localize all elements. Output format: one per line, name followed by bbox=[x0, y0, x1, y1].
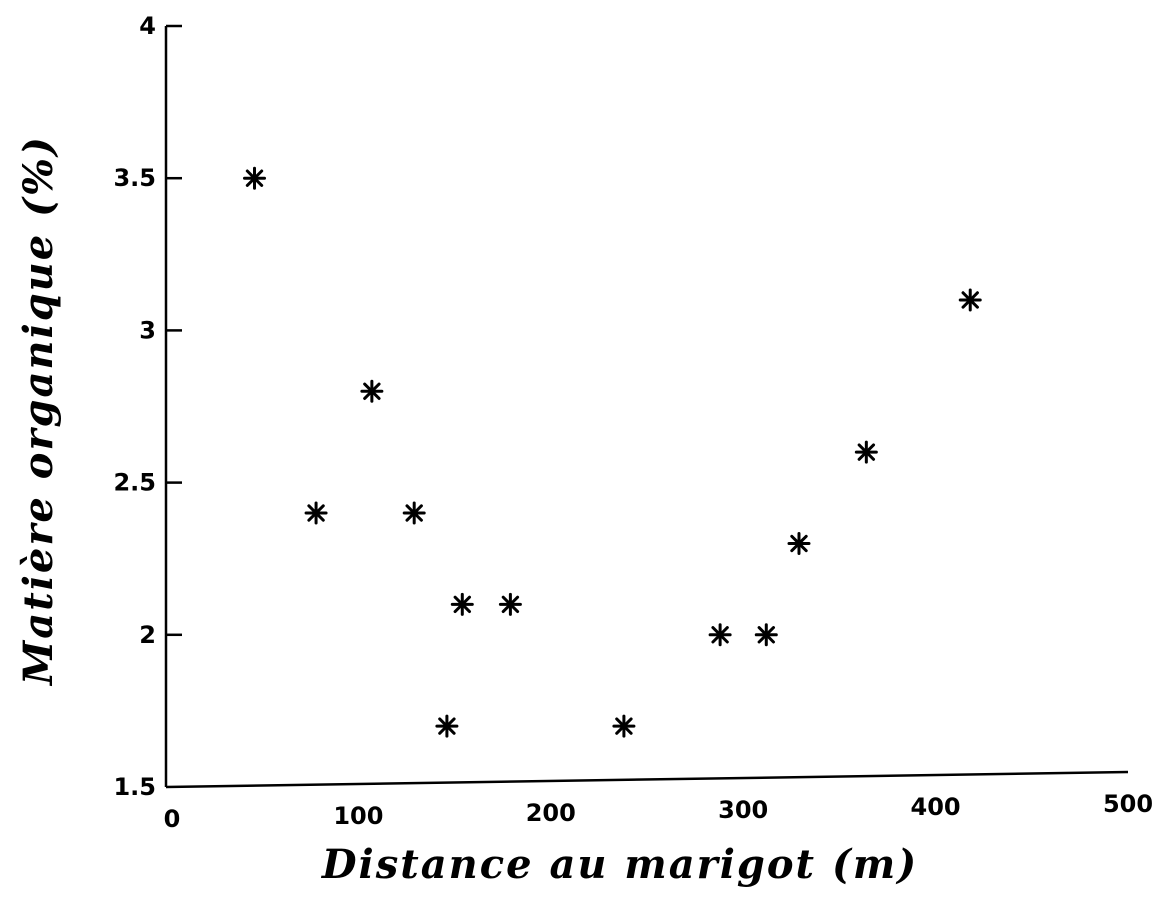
data-point bbox=[958, 288, 982, 312]
y-tick-label: 2.5 bbox=[113, 469, 156, 497]
data-point bbox=[304, 501, 328, 525]
x-ticks: 0 100 200 300 400 500 bbox=[164, 790, 1153, 833]
x-tick-label: 300 bbox=[718, 796, 768, 824]
y-tick-label: 4 bbox=[139, 12, 156, 40]
data-point bbox=[754, 623, 778, 647]
x-tick-label: 500 bbox=[1103, 790, 1153, 818]
x-axis-title: Distance au marigot (m) bbox=[321, 841, 918, 888]
x-tick-label: 400 bbox=[911, 793, 961, 821]
data-point bbox=[450, 592, 474, 616]
y-ticks: 1.5 2 2.5 3 3.5 4 bbox=[113, 12, 182, 801]
axes bbox=[164, 26, 1129, 789]
x-tick-label: 0 bbox=[164, 805, 181, 833]
data-points bbox=[243, 166, 982, 738]
data-point bbox=[402, 501, 426, 525]
x-tick-label: 100 bbox=[333, 802, 383, 830]
x-axis-line bbox=[165, 770, 1129, 789]
y-axis-title: Matière organique (%) bbox=[15, 135, 62, 687]
data-point bbox=[612, 714, 636, 738]
data-point bbox=[360, 379, 384, 403]
data-point bbox=[854, 440, 878, 464]
x-tick-label: 200 bbox=[526, 799, 576, 827]
y-tick-label: 3 bbox=[139, 316, 156, 344]
y-tick-label: 3.5 bbox=[113, 164, 156, 192]
y-tick-label: 2 bbox=[139, 621, 156, 649]
data-point bbox=[708, 623, 732, 647]
data-point bbox=[435, 714, 459, 738]
data-point bbox=[498, 592, 522, 616]
data-point bbox=[243, 166, 267, 190]
y-tick-label: 1.5 bbox=[113, 773, 156, 801]
data-point bbox=[787, 531, 811, 555]
